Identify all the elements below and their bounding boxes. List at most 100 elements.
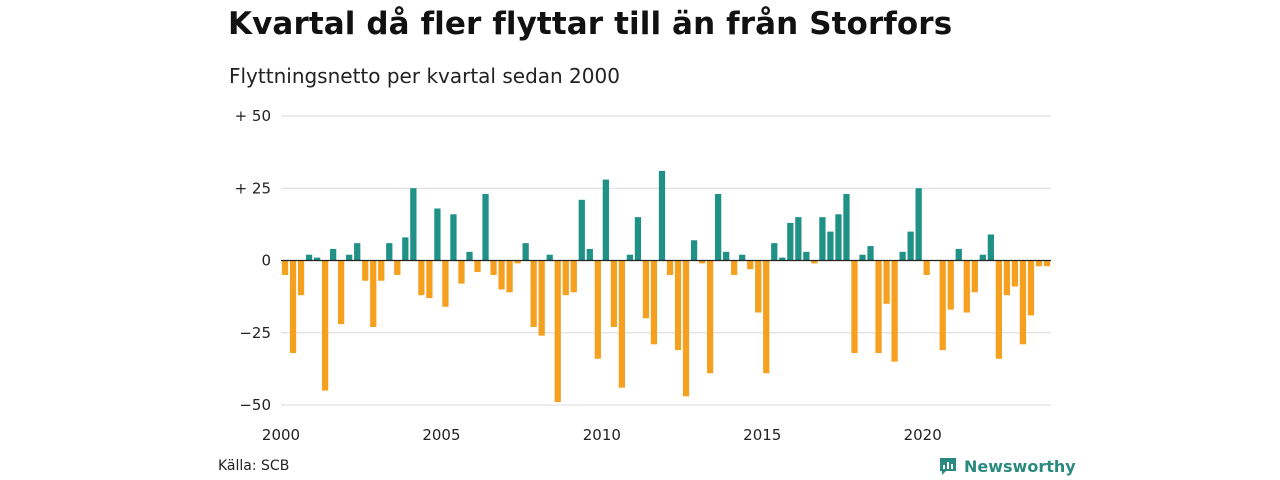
axis-layer: + 50 + 25 0 −25 −50 2000 2005 2010 2015 2020 [235,107,1051,444]
bar [899,251,906,261]
bar [450,214,457,261]
bar [755,260,762,313]
bar [883,260,890,304]
bar [538,260,545,336]
bar [466,251,473,261]
bar [715,194,722,261]
bar [378,260,385,281]
bar [747,260,754,270]
bar [330,248,337,261]
bar [875,260,882,353]
bar [859,254,866,261]
bar [811,260,818,264]
bar [434,208,441,261]
bar [698,260,706,264]
bar [498,260,505,290]
bar [554,260,561,403]
source-note: Källa: SCB [218,458,290,474]
bar [362,260,369,281]
bar [723,251,730,261]
bar [321,260,329,391]
bar [634,217,642,261]
y-tick-label: + 50 [235,107,271,125]
bar [410,188,417,261]
bar [610,260,617,327]
bar [426,260,433,299]
bar [626,254,634,261]
bar [779,257,786,261]
bar [819,217,826,261]
bar [979,254,986,261]
bar [891,260,898,362]
bar [682,260,690,397]
bar [731,260,738,275]
bar [386,243,393,261]
bar [706,260,714,374]
bar [787,222,794,261]
bar [835,214,842,261]
bar [313,257,321,261]
bar [281,260,289,275]
bar [987,234,994,261]
bar [939,260,946,351]
x-tick-label: 2000 [262,426,300,444]
bar [490,260,497,275]
bar [795,217,802,261]
bar [923,260,930,275]
bar [947,260,954,310]
bar [1019,260,1027,345]
x-tick-label: 2015 [743,426,781,444]
bar [562,260,569,296]
x-tick-label: 2005 [422,426,460,444]
bar [650,260,658,345]
bar [843,194,850,261]
bar [851,260,858,353]
bar [305,254,313,261]
bar [570,260,577,293]
bar [827,231,834,261]
bar [867,246,874,261]
bar [690,240,698,261]
bar [602,179,609,261]
bar [955,248,962,261]
bar [522,243,529,261]
bar [907,231,914,261]
bar-chart-logo-icon [940,458,956,475]
bar [474,260,481,273]
y-tick-label: −25 [239,324,271,342]
grid-layer [281,115,1051,406]
bar [1035,260,1043,267]
bar [618,260,626,388]
chart-subtitle: Flyttningsnetto per kvartal sedan 2000 [229,64,620,88]
bar [394,260,401,275]
bar [1027,260,1035,316]
bar [995,260,1002,359]
bar [297,260,305,296]
bar [915,188,922,261]
bar [586,248,593,261]
bar [594,260,601,359]
bar [642,260,650,319]
bar [739,254,746,261]
bar [963,260,970,313]
bar [442,260,449,307]
bar [370,260,377,327]
x-tick-label: 2010 [583,426,621,444]
bar [482,194,489,261]
bar [418,260,425,296]
y-tick-label: 0 [261,252,271,270]
bar [578,199,585,261]
bar [803,251,810,261]
brand: Newsworthy [938,456,1076,476]
bar [530,260,537,327]
y-tick-label: + 25 [235,179,271,197]
brand-name: Newsworthy [964,456,1076,476]
bar [763,260,770,374]
bar [546,254,553,261]
bar [658,170,666,261]
y-tick-label: −50 [239,396,271,414]
bar [971,260,978,293]
bar [1043,260,1051,267]
bar [338,260,345,325]
